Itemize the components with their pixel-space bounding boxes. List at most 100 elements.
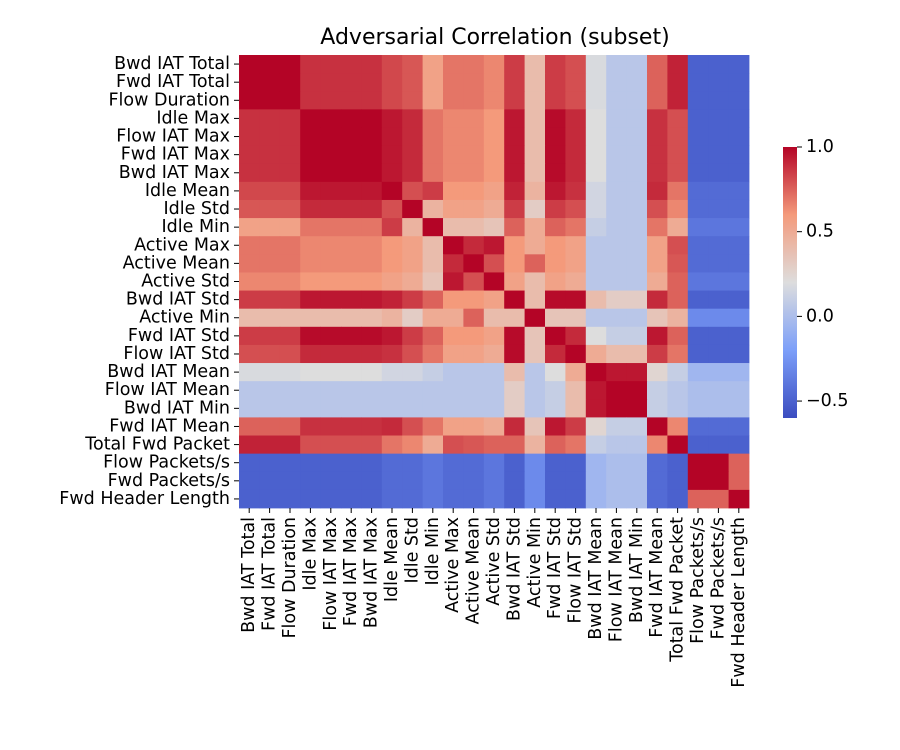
heatmap-cell <box>565 55 587 74</box>
heatmap-cell <box>300 381 321 400</box>
heatmap-cell <box>626 399 648 418</box>
y-tick-label: Active Max <box>134 235 230 255</box>
heatmap-cell <box>606 290 627 310</box>
heatmap-cell <box>320 218 342 237</box>
heatmap-cell <box>626 272 648 291</box>
heatmap-cell <box>422 199 444 219</box>
heatmap-cell <box>483 399 505 418</box>
heatmap-cell <box>361 254 383 273</box>
heatmap-cell <box>381 145 403 165</box>
heatmap-cell <box>341 435 362 455</box>
heatmap-cell <box>524 163 546 183</box>
heatmap-cell <box>483 326 505 346</box>
heatmap-cell <box>626 308 648 328</box>
heatmap-cell <box>341 326 362 346</box>
heatmap-cell <box>585 218 607 237</box>
heatmap-cell <box>647 326 668 346</box>
y-tick-label: Bwd IAT Total <box>114 54 230 74</box>
heatmap-cell <box>402 163 423 183</box>
heatmap-cell <box>626 363 648 382</box>
heatmap-cell <box>708 326 729 346</box>
heatmap-cell <box>259 218 281 237</box>
heatmap-cell <box>300 363 321 382</box>
heatmap-cell <box>402 381 423 400</box>
heatmap-cell <box>320 254 342 273</box>
heatmap-cell <box>381 453 403 473</box>
heatmap-cell <box>320 326 342 346</box>
y-tick-label: Fwd IAT Mean <box>109 416 230 436</box>
heatmap-cell <box>667 417 689 436</box>
heatmap-cell <box>443 218 464 237</box>
heatmap-cell <box>402 127 423 146</box>
heatmap-cell <box>381 308 403 328</box>
heatmap-cell <box>279 272 301 291</box>
heatmap-cell <box>239 363 260 382</box>
heatmap-cell <box>341 218 362 237</box>
heatmap-cell <box>687 91 709 110</box>
heatmap-cell <box>300 489 321 509</box>
heatmap-cell <box>300 181 321 201</box>
heatmap-cell <box>239 254 260 273</box>
y-tick-label: Idle Min <box>161 217 230 237</box>
heatmap-cell <box>687 199 709 219</box>
heatmap-cell <box>667 109 689 128</box>
heatmap-cell <box>524 344 546 364</box>
heatmap-cell <box>606 435 627 455</box>
y-tick-label: Flow IAT Mean <box>105 380 230 400</box>
heatmap-cell <box>300 127 321 146</box>
heatmap-cell <box>279 417 301 436</box>
heatmap-cell <box>259 290 281 310</box>
heatmap-cell <box>279 91 301 110</box>
heatmap-cell <box>239 344 260 364</box>
heatmap-cell <box>483 272 505 291</box>
heatmap-cell <box>687 453 709 473</box>
heatmap-cell <box>647 381 668 400</box>
heatmap-cell <box>545 272 566 291</box>
heatmap-cell <box>687 181 709 201</box>
heatmap-cell <box>463 145 485 165</box>
heatmap-cell <box>422 272 444 291</box>
heatmap-cell <box>687 326 709 346</box>
heatmap-cell <box>422 145 444 165</box>
heatmap-cell <box>381 326 403 346</box>
heatmap-cell <box>626 435 648 455</box>
heatmap-cell <box>422 109 444 128</box>
heatmap-cell <box>565 489 587 509</box>
heatmap-cell <box>585 308 607 328</box>
heatmap-cell <box>585 236 607 255</box>
heatmap-cell <box>504 109 525 128</box>
heatmap-cell <box>483 91 505 110</box>
heatmap-cell <box>626 199 648 219</box>
heatmap-cell <box>728 218 750 237</box>
heatmap-cell <box>341 453 362 473</box>
heatmap-cell <box>728 254 750 273</box>
colorbar-tick-label: 1.0 <box>806 137 834 157</box>
heatmap-cell <box>687 254 709 273</box>
heatmap-cell <box>545 489 566 509</box>
heatmap-cell <box>667 363 689 382</box>
heatmap-cell <box>279 181 301 201</box>
colorbar-gradient <box>783 147 797 418</box>
heatmap-cell <box>667 381 689 400</box>
heatmap-cell <box>239 218 260 237</box>
heatmap-cell <box>626 471 648 491</box>
x-tick-label: Fwd IAT Mean <box>647 517 667 638</box>
heatmap-cell <box>422 381 444 400</box>
heatmap-cell <box>728 91 750 110</box>
heatmap-cell <box>279 218 301 237</box>
x-tick-label: Active Min <box>525 517 545 608</box>
heatmap-cell <box>361 272 383 291</box>
heatmap-cell <box>565 145 587 165</box>
heatmap-cell <box>708 272 729 291</box>
heatmap-cell <box>626 127 648 146</box>
x-tick-label: Fwd IAT Total <box>260 517 280 631</box>
heatmap-cell <box>524 399 546 418</box>
heatmap-cell <box>667 145 689 165</box>
heatmap-cell <box>728 236 750 255</box>
heatmap-cell <box>647 363 668 382</box>
heatmap-cell <box>504 344 525 364</box>
heatmap-cell <box>585 399 607 418</box>
heatmap-cell <box>341 489 362 509</box>
heatmap-cells <box>239 55 750 509</box>
heatmap-cell <box>279 73 301 92</box>
